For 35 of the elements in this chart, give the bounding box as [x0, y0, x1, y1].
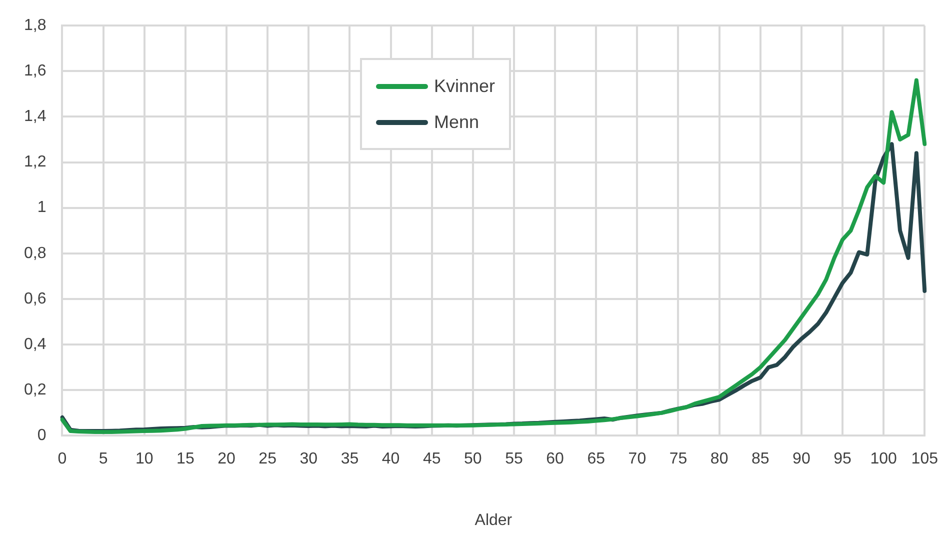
x-tick-label: 45	[422, 450, 441, 468]
y-tick-label: 1,6	[24, 62, 46, 80]
x-tick-label: 5	[98, 450, 108, 468]
x-axis-title: Alder	[474, 512, 513, 529]
y-tick-label: 0	[37, 427, 46, 444]
x-tick-label: 30	[300, 450, 318, 468]
y-tick-label: 1,4	[24, 108, 46, 126]
x-tick-label: 20	[218, 450, 236, 468]
x-tick-label: 10	[135, 450, 154, 468]
y-tick-label: 0,6	[24, 290, 46, 308]
x-tick-label: 35	[340, 450, 359, 468]
y-tick-label: 0,2	[24, 381, 46, 398]
y-tick-label: 1,2	[24, 154, 46, 171]
x-tick-label: 60	[546, 450, 564, 468]
x-tick-label: 65	[587, 450, 606, 468]
y-tick-label: 0,4	[24, 336, 46, 353]
x-tick-label: 70	[628, 450, 646, 468]
x-tick-label: 50	[464, 450, 482, 468]
x-tick-label: 75	[669, 450, 688, 468]
y-tick-label: 0,8	[24, 244, 46, 262]
x-tick-label: 105	[911, 450, 938, 468]
x-tick-label: 80	[710, 450, 728, 468]
x-tick-label: 85	[751, 450, 770, 468]
x-tick-label: 15	[176, 450, 194, 468]
x-tick-label: 100	[870, 450, 898, 468]
x-tick-label: 95	[834, 450, 852, 468]
x-tick-label: 55	[505, 450, 523, 468]
x-tick-label: 40	[382, 450, 400, 468]
legend-label: Menn	[434, 112, 480, 132]
x-tick-label: 25	[258, 450, 277, 468]
y-tick-label: 1	[37, 199, 46, 216]
y-tick-label: 1,8	[24, 17, 46, 34]
x-tick-label: 90	[792, 450, 810, 468]
x-tick-label: 0	[58, 450, 67, 468]
legend-label: Kvinner	[434, 76, 496, 96]
